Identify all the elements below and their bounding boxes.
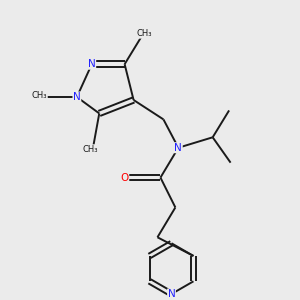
Text: N: N — [73, 92, 81, 102]
Text: O: O — [121, 172, 129, 183]
Text: CH₃: CH₃ — [82, 145, 98, 154]
Text: N: N — [168, 289, 176, 299]
Text: N: N — [175, 143, 182, 153]
Text: CH₃: CH₃ — [32, 91, 47, 100]
Text: N: N — [88, 59, 96, 69]
Text: CH₃: CH₃ — [136, 29, 152, 38]
